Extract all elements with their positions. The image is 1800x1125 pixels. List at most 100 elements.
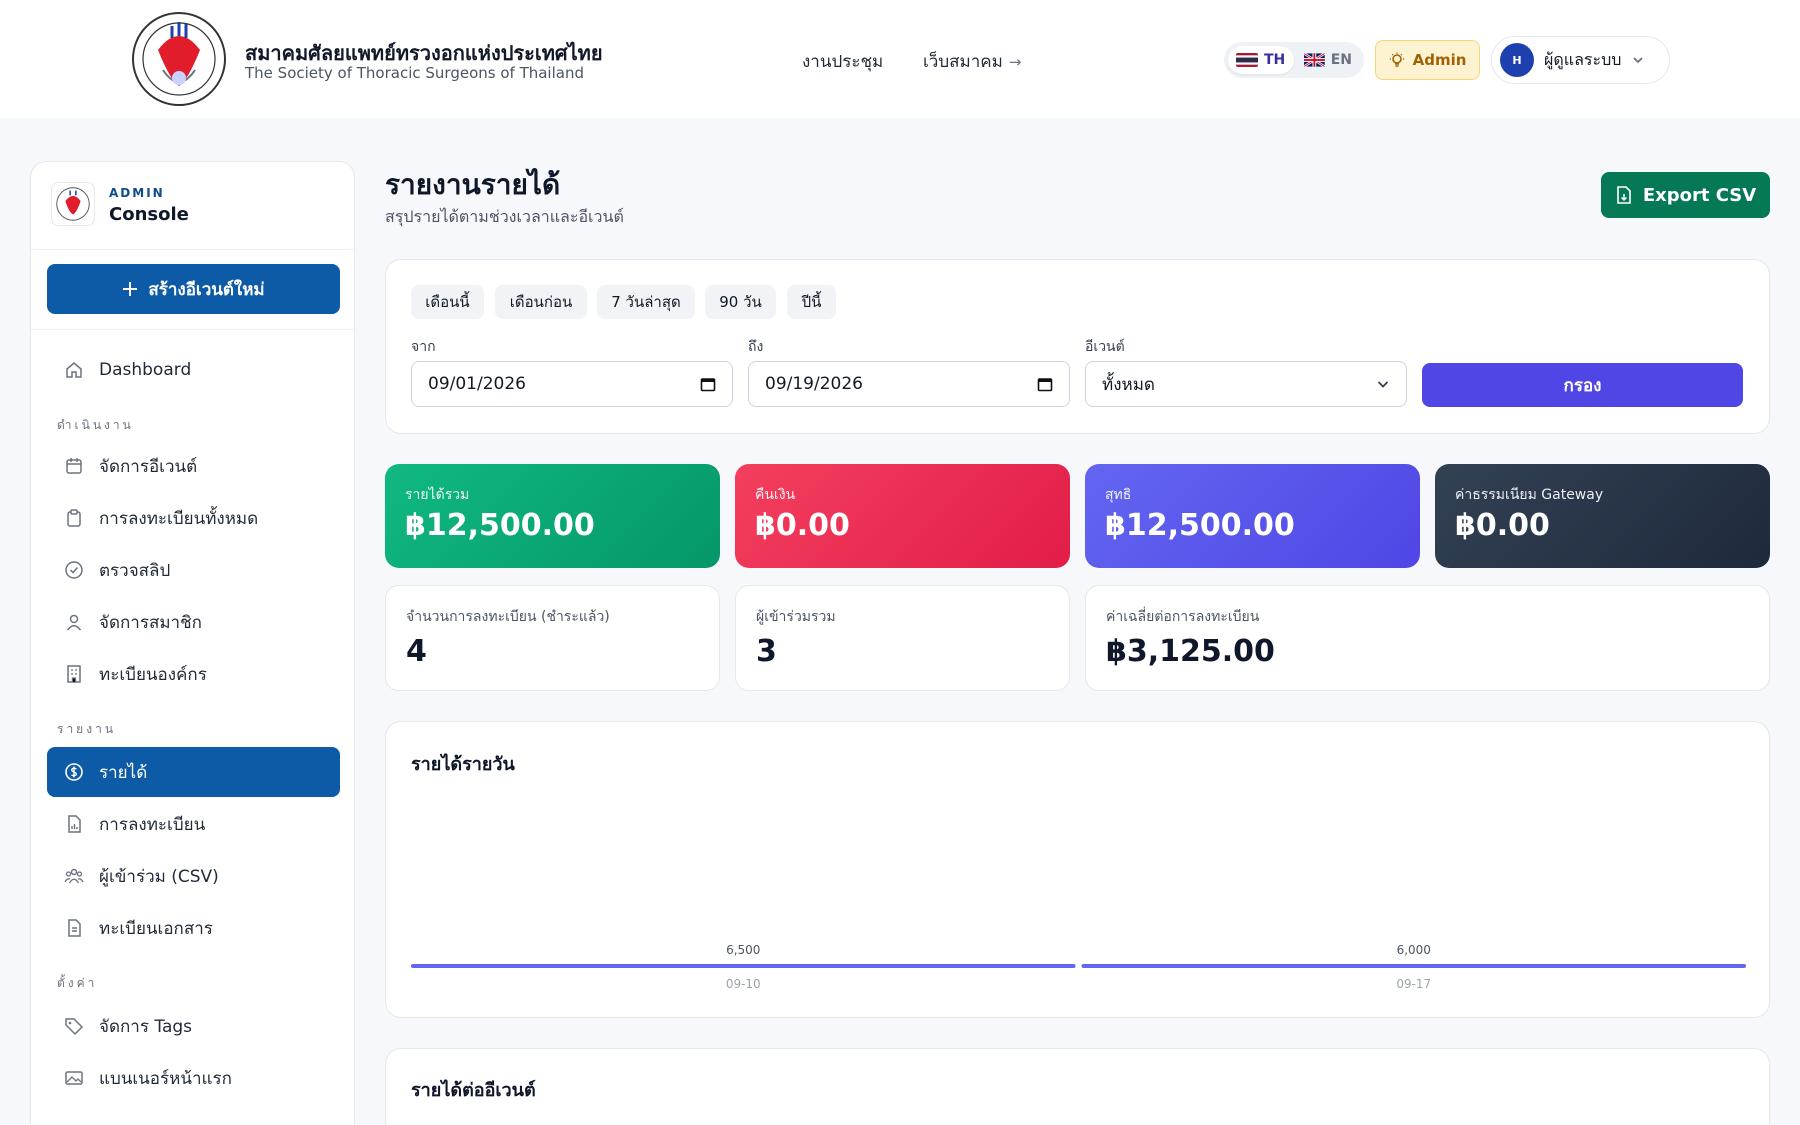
preset-90-days[interactable]: 90 วัน (705, 285, 776, 319)
sidebar-item-attendees-csv[interactable]: ผู้เข้าร่วม (CSV) (47, 851, 340, 901)
stat-label: จำนวนการลงทะเบียน (ชำระแล้ว) (406, 609, 610, 625)
revenue-bar-09-17[interactable] (1081, 964, 1747, 968)
admin-sidebar: ADMIN Console สร้างอีเวนต์ใหม่ Dashboard… (30, 161, 356, 1125)
console-logo (51, 182, 95, 226)
page-title: รายงานรายได้ (385, 168, 561, 201)
lang-option-en[interactable]: EN (1296, 46, 1360, 74)
stat-value: 3 (756, 634, 777, 669)
preset-last-7-days[interactable]: 7 วันล่าสุด (597, 285, 695, 319)
stat-value: ฿12,500.00 (1105, 508, 1295, 543)
uk-flag-icon (1304, 53, 1325, 67)
from-date-input[interactable]: 09/01/2026 (411, 361, 733, 407)
filter-button[interactable]: กรอง (1422, 363, 1743, 407)
value-label-09-17: 6,000 (1397, 943, 1431, 957)
nav-society-website-link[interactable]: เว็บสมาคม → (923, 48, 1021, 75)
preset-this-year[interactable]: ปีนี้ (787, 285, 836, 319)
sidebar-item-registrations[interactable]: การลงทะเบียน (47, 799, 340, 849)
report-icon (63, 813, 85, 835)
export-csv-button[interactable]: Export CSV (1601, 172, 1770, 218)
stat-net: สุทธิ ฿12,500.00 (1085, 464, 1420, 568)
sidebar-item-manage-tags[interactable]: จัดการ Tags (47, 1001, 340, 1051)
revenue-bar-09-10[interactable] (411, 964, 1076, 968)
sidebar-item-label: แบนเนอร์หน้าแรก (99, 1068, 232, 1089)
daily-revenue-card: รายได้รายวัน 6,500 09-10 6,000 09-17 (385, 721, 1770, 1018)
nav-conferences-label: งานประชุม (802, 52, 884, 72)
image-icon (63, 1067, 85, 1089)
stat-label: ค่าเฉลี่ยต่อการลงทะเบียน (1106, 609, 1260, 625)
value-label-09-10: 6,500 (726, 943, 760, 957)
admin-role-label: Admin (1412, 51, 1467, 69)
language-switcher: TH EN (1224, 42, 1364, 78)
daily-revenue-title: รายได้รายวัน (411, 754, 515, 775)
sidebar-item-all-registrations[interactable]: การลงทะเบียนทั้งหมด (47, 493, 340, 543)
create-event-button[interactable]: สร้างอีเวนต์ใหม่ (47, 264, 340, 314)
event-revenue-title: รายได้ต่ออีเวนต์ (411, 1080, 536, 1101)
export-csv-label: Export CSV (1642, 184, 1757, 206)
tag-icon (63, 1015, 85, 1037)
sidebar-item-org-registry[interactable]: ทะเบียนองค์กร (47, 649, 340, 699)
document-icon (63, 917, 85, 939)
stat-refund: คืนเงิน ฿0.00 (735, 464, 1070, 568)
stat-gateway-fee: ค่าธรรมเนียม Gateway ฿0.00 (1435, 464, 1770, 568)
lang-option-th[interactable]: TH (1228, 46, 1294, 74)
sidebar-item-manage-members[interactable]: จัดการสมาชิก (47, 597, 340, 647)
sidebar-divider (31, 329, 356, 330)
sidebar-item-label: จัดการ Tags (99, 1016, 193, 1037)
org-name-th: สมาคมศัลยแพทย์ทรวงอกแห่งประเทศไทย (245, 41, 603, 65)
page-subtitle: สรุปรายได้ตามช่วงเวลาและอีเวนต์ (385, 207, 624, 226)
event-select-value: ทั้งหมด (1102, 374, 1155, 395)
to-date-input[interactable]: 09/19/2026 (748, 361, 1070, 407)
user-name: ผู้ดูแลระบบ (1544, 49, 1622, 69)
plus-icon (123, 282, 138, 296)
preset-this-month[interactable]: เดือนนี้ (411, 285, 484, 319)
clipboard-icon (63, 507, 85, 529)
console-title: Console (109, 204, 189, 225)
sidebar-item-label: การลงทะเบียน (99, 814, 206, 835)
stat-value: ฿0.00 (755, 508, 850, 543)
user-menu[interactable]: H ผู้ดูแลระบบ (1491, 36, 1670, 84)
avatar: H (1500, 43, 1534, 77)
dollar-circle-icon (63, 761, 85, 783)
home-icon (63, 359, 85, 381)
stat-value: ฿0.00 (1455, 508, 1550, 543)
society-logo[interactable] (128, 10, 230, 108)
event-revenue-card: รายได้ต่ออีเวนต์ (385, 1048, 1770, 1125)
sidebar-item-label: Dashboard (99, 360, 192, 380)
nav-society-website-label: เว็บสมาคม (923, 52, 1003, 72)
sidebar-item-label: ผู้เข้าร่วม (CSV) (99, 866, 219, 887)
sidebar-item-revenue[interactable]: รายได้ (47, 747, 340, 797)
calendar-icon (700, 378, 716, 392)
user-icon (63, 611, 85, 633)
admin-role-badge[interactable]: Admin (1375, 40, 1480, 80)
create-event-label: สร้างอีเวนต์ใหม่ (148, 279, 265, 300)
sidebar-item-verify-slips[interactable]: ตรวจสลิป (47, 545, 340, 595)
nav-conferences-link[interactable]: งานประชุม (802, 48, 883, 75)
sidebar-section-reports: รายงาน (57, 722, 117, 736)
sidebar-item-manage-events[interactable]: จัดการอีเวนต์ (47, 441, 340, 491)
stat-value: ฿12,500.00 (405, 508, 595, 543)
calendar-icon (63, 455, 85, 477)
sidebar-item-label: จัดการอีเวนต์ (99, 456, 198, 477)
console-header: ADMIN Console (31, 162, 356, 250)
check-circle-icon (63, 559, 85, 581)
sidebar-item-documents[interactable]: ทะเบียนเอกสาร (47, 903, 340, 953)
sidebar-section-operations: ดำเนินงาน (57, 418, 134, 432)
stat-paid-registrations: จำนวนการลงทะเบียน (ชำระแล้ว) 4 (385, 585, 720, 691)
preset-last-month[interactable]: เดือนก่อน (495, 285, 587, 319)
sidebar-item-label: ทะเบียนองค์กร (99, 664, 207, 685)
sidebar-item-label: ทะเบียนเอกสาร (99, 918, 213, 939)
org-name-en: The Society of Thoracic Surgeons of Thai… (245, 64, 584, 82)
x-tick-label-09-17: 09-17 (1396, 977, 1431, 991)
event-select[interactable]: ทั้งหมด (1085, 361, 1407, 407)
stat-label: ค่าธรรมเนียม Gateway (1455, 487, 1604, 503)
stat-label: ผู้เข้าร่วมรวม (756, 609, 836, 625)
lightbulb-icon (1389, 52, 1404, 67)
sidebar-item-home-banners[interactable]: แบนเนอร์หน้าแรก (47, 1053, 340, 1103)
users-icon (63, 865, 85, 887)
sidebar-item-label: รายได้ (99, 762, 148, 783)
filter-card: เดือนนี้ เดือนก่อน 7 วันล่าสุด 90 วัน ปี… (385, 259, 1770, 434)
from-date-value: 09/01/2026 (428, 374, 526, 394)
chevron-down-icon (1377, 381, 1389, 388)
lang-th-label: TH (1264, 52, 1286, 68)
sidebar-item-dashboard[interactable]: Dashboard (47, 345, 340, 395)
